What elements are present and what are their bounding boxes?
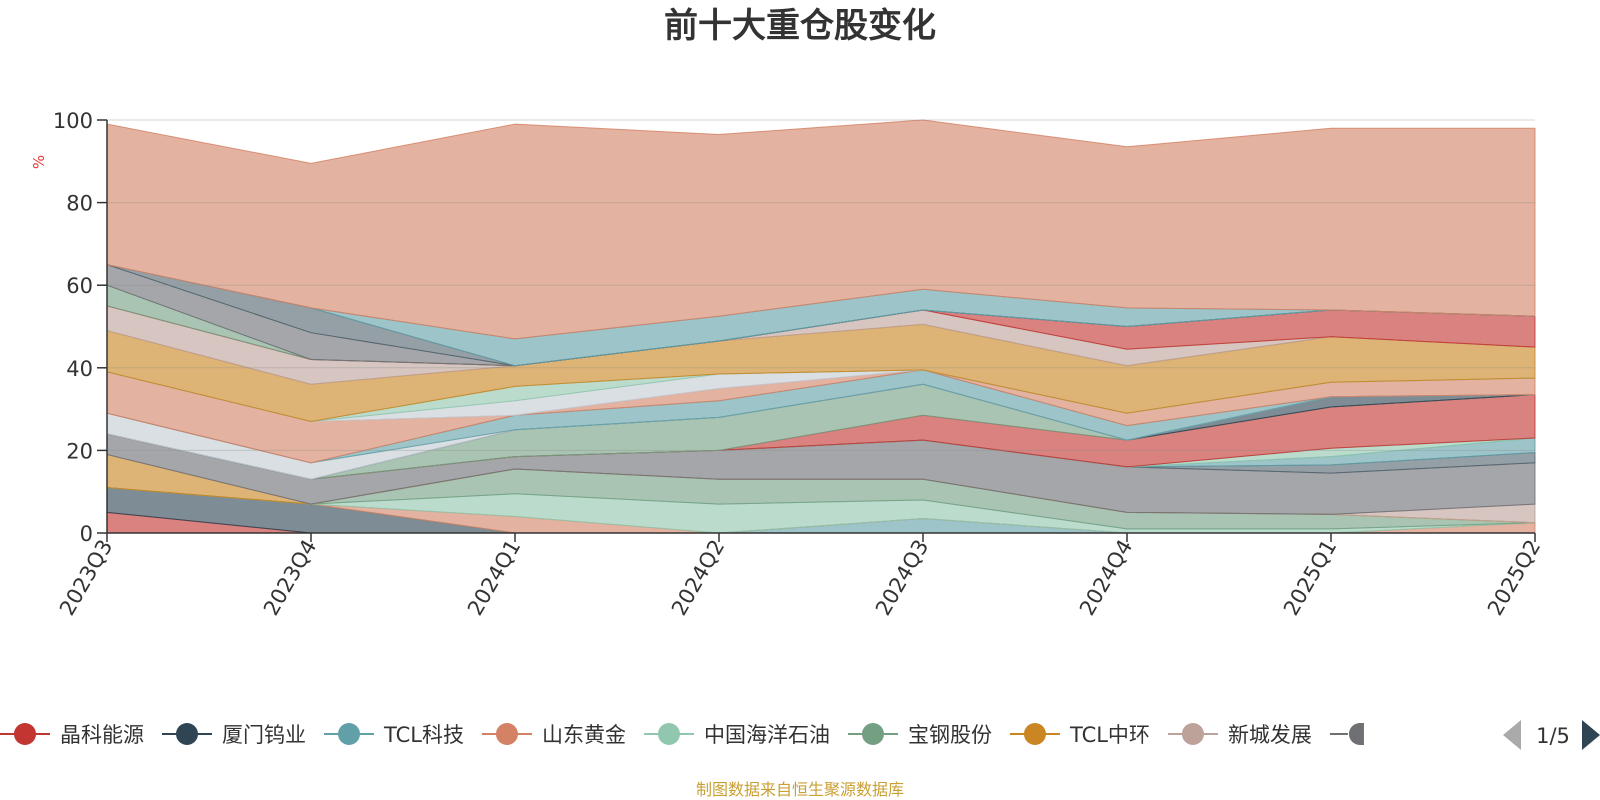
legend-item[interactable]: 宝钢股份	[847, 723, 992, 747]
x-tick-label: 2024Q3	[871, 536, 933, 620]
legend[interactable]: 晶科能源 厦门钨业 TCL科技 山东黄金 中国海洋石油 宝钢股份 TCL中环 新城发展 1/5	[0, 720, 1600, 750]
legend-label: 晶科能源	[60, 723, 144, 747]
x-tick-label: 2024Q2	[667, 536, 729, 620]
x-tick-label: 2024Q4	[1075, 536, 1137, 620]
legend-item[interactable]: 新城发展	[1167, 723, 1312, 747]
chart-title: 前十大重仓股变化	[664, 6, 936, 46]
legend-item-partial[interactable]	[1329, 723, 1364, 745]
legend-page-indicator: 1/5	[1536, 724, 1570, 748]
area-series-group	[106, 119, 1536, 534]
legend-marker	[176, 723, 198, 745]
legend-item[interactable]: 中国海洋石油	[643, 723, 830, 747]
legend-label: 宝钢股份	[908, 723, 992, 747]
y-axis-unit: %	[30, 155, 48, 169]
area-series-27	[106, 119, 1536, 340]
y-tick-label: 100	[53, 109, 93, 133]
legend-label: TCL中环	[1069, 723, 1150, 747]
legend-marker	[338, 723, 360, 745]
legend-marker	[1181, 723, 1204, 745]
y-tick-label: 0	[80, 522, 93, 546]
legend-marker	[1348, 723, 1364, 745]
y-tick-label: 40	[66, 357, 93, 381]
legend-item[interactable]: 厦门钨业	[162, 723, 306, 747]
x-tick-label: 2025Q2	[1483, 536, 1545, 620]
legend-marker	[495, 723, 518, 745]
x-tick-label: 2024Q1	[463, 536, 525, 620]
legend-next-arrow-icon[interactable]	[1582, 720, 1600, 750]
y-tick-label: 80	[66, 192, 93, 216]
legend-marker	[1023, 723, 1046, 745]
legend-prev-arrow-icon[interactable]	[1503, 720, 1521, 750]
x-tick-label: 2023Q3	[55, 536, 117, 620]
legend-marker	[861, 723, 884, 745]
legend-marker	[657, 723, 680, 745]
legend-label: 厦门钨业	[222, 723, 306, 747]
source-note: 制图数据来自恒生聚源数据库	[696, 780, 904, 799]
x-tick-label: 2023Q4	[259, 536, 321, 620]
legend-item[interactable]: 晶科能源	[0, 723, 144, 747]
grid-lines	[107, 119, 1535, 451]
legend-label: 新城发展	[1228, 723, 1312, 747]
y-tick-label: 60	[66, 274, 93, 298]
legend-marker	[14, 723, 36, 745]
y-tick-label: 20	[66, 439, 93, 463]
legend-item[interactable]: 山东黄金	[481, 723, 626, 747]
legend-label: 山东黄金	[542, 723, 626, 747]
x-tick-label: 2025Q1	[1279, 536, 1341, 620]
legend-label: 中国海洋石油	[704, 723, 830, 747]
legend-label: TCL科技	[383, 723, 464, 747]
legend-item[interactable]: TCL中环	[1009, 723, 1150, 747]
legend-item[interactable]: TCL科技	[324, 723, 464, 747]
